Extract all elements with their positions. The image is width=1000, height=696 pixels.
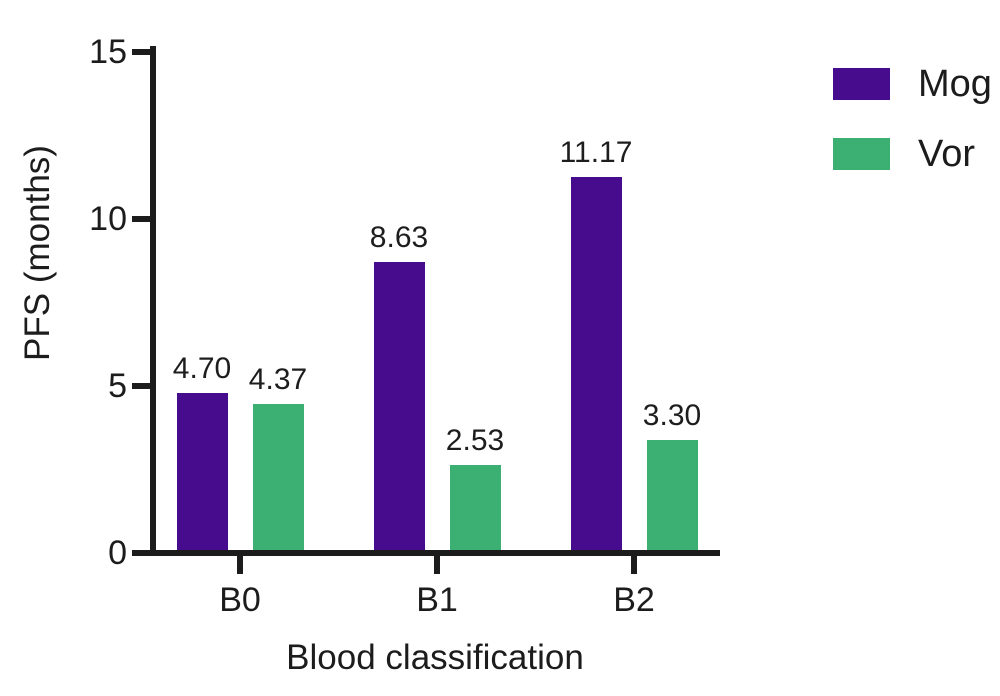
bar-mog-b0 — [176, 393, 228, 550]
legend: Mog Vor — [833, 63, 992, 208]
y-tick — [132, 383, 150, 389]
bar-mog-b1 — [373, 261, 425, 550]
y-tick — [132, 49, 150, 55]
bar-value-label: 11.17 — [559, 135, 633, 169]
x-tick-label: B1 — [416, 581, 458, 619]
x-tick-label: B2 — [613, 581, 655, 619]
x-tick — [237, 556, 243, 574]
legend-label: Vor — [918, 133, 976, 175]
legend-swatch-mog — [833, 68, 890, 100]
y-tick-label: 10 — [89, 200, 127, 238]
bar-value-label: 2.53 — [445, 424, 505, 458]
y-tick-label: 0 — [108, 534, 127, 572]
x-tick-label: B0 — [219, 581, 261, 619]
y-axis-title: PFS (months) — [18, 145, 57, 361]
bar-value-label: 4.70 — [172, 352, 232, 386]
bar-vor-b1 — [449, 465, 501, 550]
bar-value-label: 8.63 — [369, 220, 429, 254]
bar-vor-b0 — [252, 404, 304, 550]
bar-value-label: 3.30 — [642, 398, 702, 432]
legend-label: Mog — [918, 63, 992, 105]
y-tick-label: 15 — [89, 33, 127, 71]
x-tick — [631, 556, 637, 574]
x-axis-line — [150, 550, 720, 556]
y-tick-label: 5 — [108, 367, 127, 405]
x-axis-title: Blood classification — [286, 638, 584, 677]
legend-item-vor: Vor — [833, 133, 992, 175]
bar-mog-b2 — [570, 176, 622, 550]
y-tick — [132, 216, 150, 222]
bar-vor-b2 — [646, 439, 698, 550]
y-tick — [132, 550, 150, 556]
legend-swatch-vor — [833, 138, 890, 170]
legend-item-mog: Mog — [833, 63, 992, 105]
y-axis-line — [150, 46, 156, 556]
x-tick — [434, 556, 440, 574]
bar-value-label: 4.37 — [248, 363, 308, 397]
